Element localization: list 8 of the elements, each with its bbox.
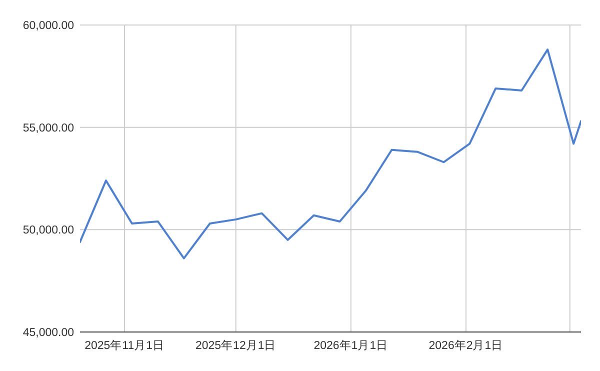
x-tick-label: 2026年1月1日 (314, 339, 388, 352)
y-tick-label: 50,000.00 (22, 224, 74, 237)
x-tick-label: 2025年12月1日 (195, 339, 276, 352)
y-tick-label: 55,000.00 (22, 122, 74, 134)
y-tick-label: 45,000.00 (22, 327, 74, 339)
x-tick-label: 2026年2月1日 (428, 339, 504, 352)
y-tick-label: 60,000.00 (22, 20, 74, 32)
x-tick-label: 2025年11月1日 (84, 339, 164, 352)
